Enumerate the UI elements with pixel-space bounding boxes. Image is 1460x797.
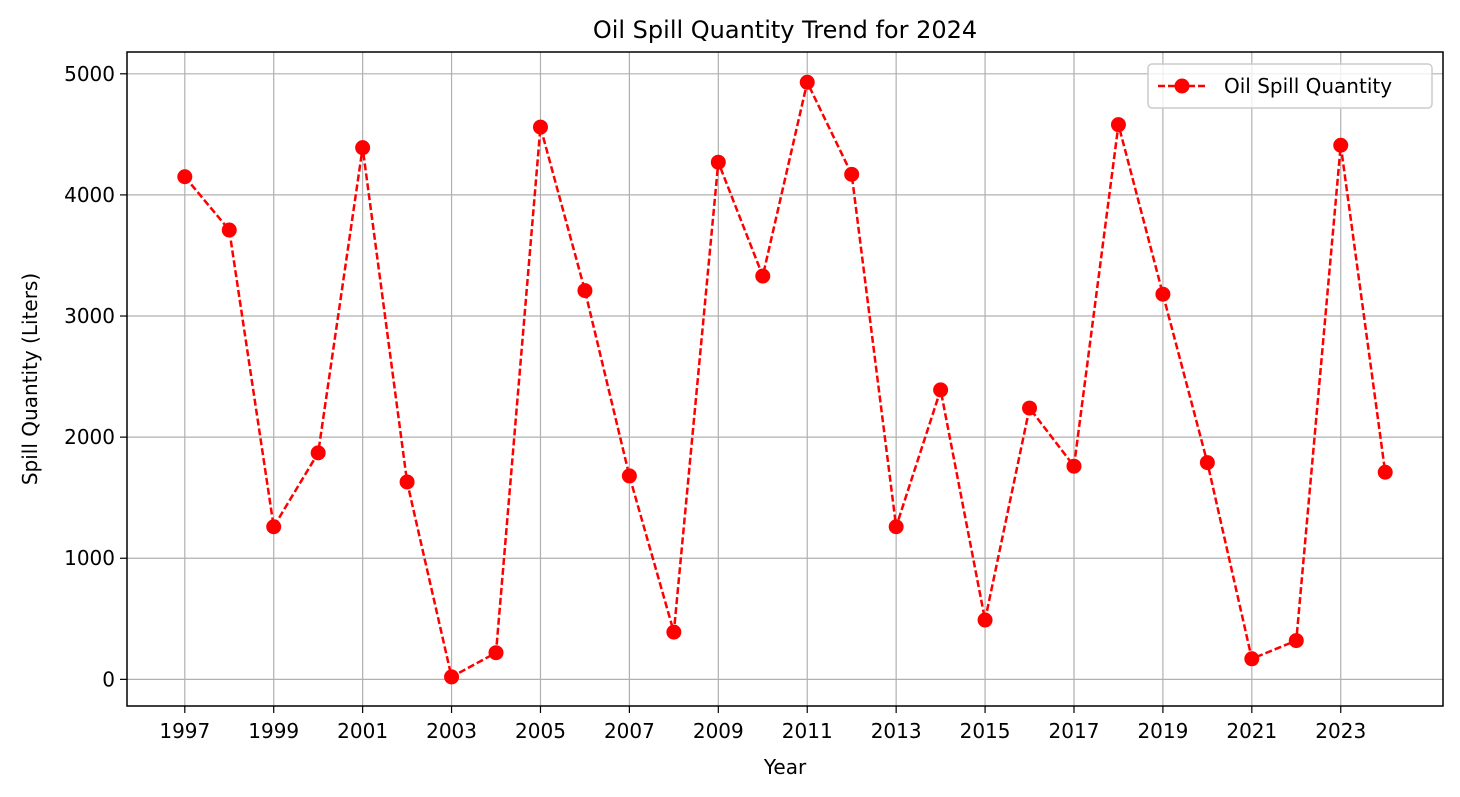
x-tick-label: 2017: [1049, 719, 1100, 743]
data-point: [1155, 286, 1171, 302]
data-point: [1066, 458, 1082, 474]
data-point: [310, 445, 326, 461]
x-tick-label: 1999: [248, 719, 299, 743]
y-tick-label: 3000: [64, 304, 115, 328]
x-axis-label: Year: [763, 755, 807, 779]
y-tick-label: 1000: [64, 546, 115, 570]
data-point: [666, 624, 682, 640]
data-point: [1110, 117, 1126, 133]
data-point: [977, 612, 993, 628]
legend: Oil Spill Quantity: [1147, 63, 1433, 109]
x-tick-label: 2009: [693, 719, 744, 743]
data-point: [799, 74, 815, 90]
data-point: [1333, 137, 1349, 153]
legend-marker: [1174, 78, 1190, 94]
x-tick-label: 1997: [159, 719, 210, 743]
chart-title: Oil Spill Quantity Trend for 2024: [593, 16, 977, 44]
data-point: [888, 519, 904, 535]
data-point: [266, 519, 282, 535]
plot-area-frame: [126, 51, 1444, 707]
grid-lines: [127, 52, 1443, 706]
axis-ticks: 1997 1999 2001 2003 2005 2007 2009 2011 2013 2015…: [64, 62, 1366, 743]
x-tick-label: 2001: [337, 719, 388, 743]
data-point: [710, 154, 726, 170]
data-point: [755, 268, 771, 284]
data-point: [532, 119, 548, 135]
data-point: [444, 669, 460, 685]
x-tick-label: 2023: [1315, 719, 1366, 743]
x-tick-label: 2021: [1226, 719, 1277, 743]
legend-entry-oil-spill-quantity: Oil Spill Quantity: [1224, 74, 1392, 98]
data-point: [399, 474, 415, 490]
data-point: [621, 468, 637, 484]
data-series: [177, 74, 1393, 685]
data-point: [577, 283, 593, 299]
x-tick-label: 2013: [871, 719, 922, 743]
y-tick-label: 0: [102, 667, 115, 691]
y-tick-label: 5000: [64, 62, 115, 86]
x-tick-label: 2015: [960, 719, 1011, 743]
x-tick-label: 2011: [782, 719, 833, 743]
x-tick-label: 2007: [604, 719, 655, 743]
y-axis-label: Spill Quantity (Liters): [18, 273, 42, 485]
y-tick-label: 4000: [64, 183, 115, 207]
data-point: [1244, 651, 1260, 667]
data-point: [355, 140, 371, 156]
data-point: [1022, 400, 1038, 416]
data-point: [221, 222, 237, 238]
data-point: [1288, 633, 1304, 649]
data-point: [1199, 455, 1215, 471]
data-point: [1377, 464, 1393, 480]
series-line-oil-spill-quantity: [183, 78, 1387, 679]
legend-box: [1147, 63, 1433, 109]
x-tick-label: 2019: [1137, 719, 1188, 743]
data-point: [177, 169, 193, 185]
x-tick-label: 2003: [426, 719, 477, 743]
data-point: [844, 166, 860, 182]
y-tick-label: 2000: [64, 425, 115, 449]
x-tick-label: 2005: [515, 719, 566, 743]
data-point: [488, 645, 504, 661]
data-point: [933, 382, 949, 398]
